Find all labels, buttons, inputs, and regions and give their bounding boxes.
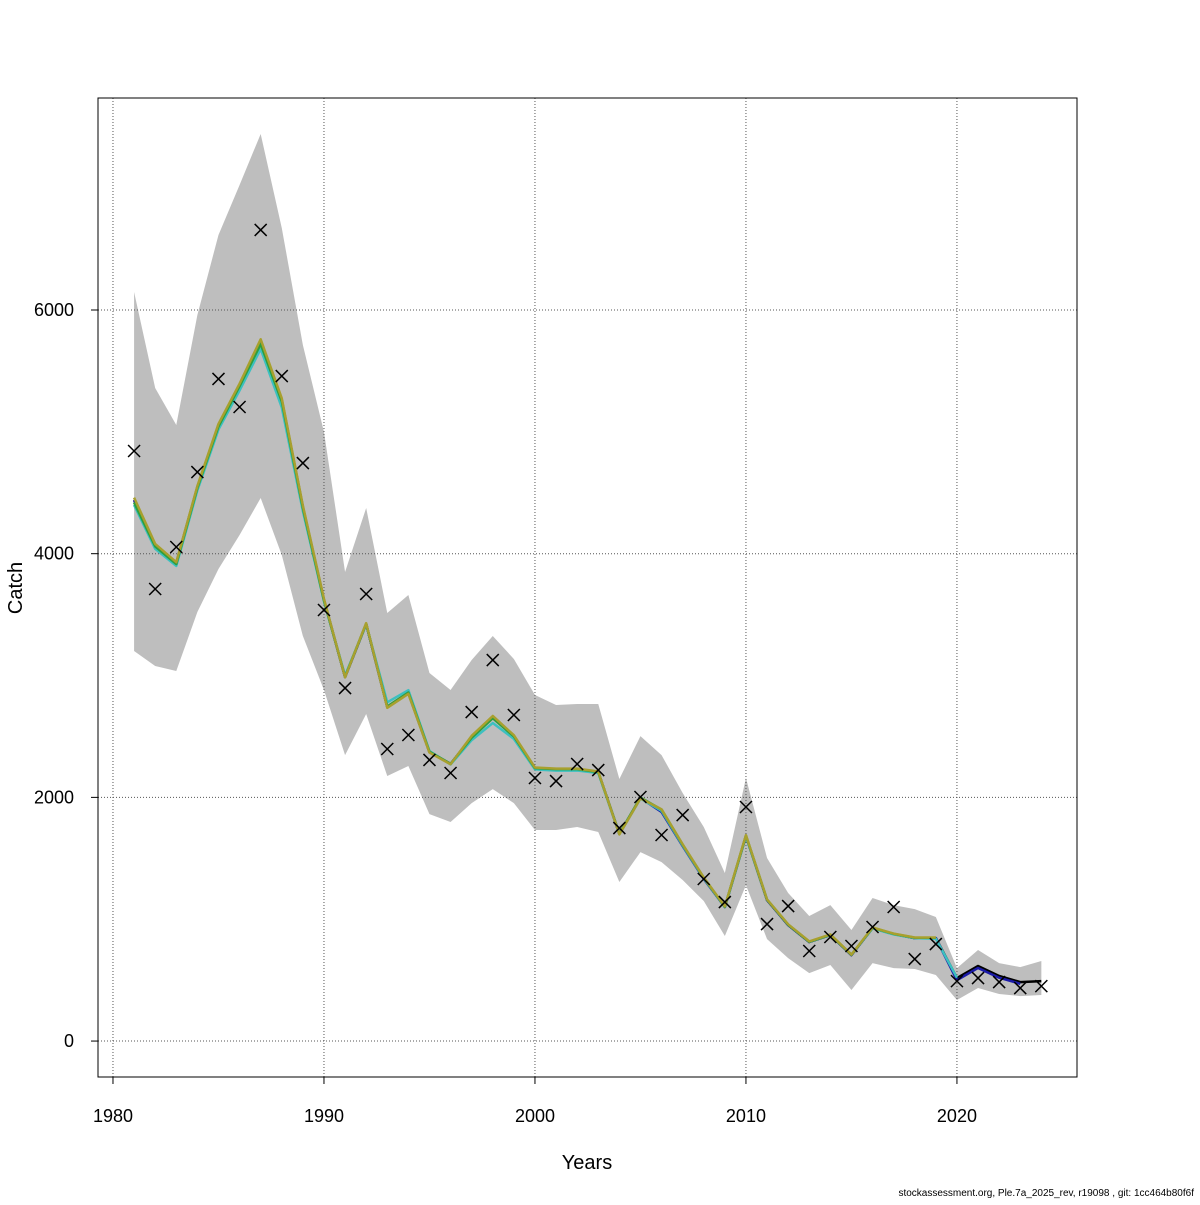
observed-point: [655, 828, 669, 842]
observed-point: [866, 920, 880, 934]
observed-point: [992, 975, 1006, 989]
x-tick-label: 1990: [304, 1106, 344, 1126]
observed-point: [739, 800, 753, 814]
footnote: stockassessment.org, Ple.7a_2025_rev, r1…: [898, 1188, 1194, 1199]
plot-frame: [97, 97, 1078, 1078]
y-tick-label: 6000: [34, 300, 74, 320]
observed-point: [359, 587, 373, 601]
observed-point: [591, 763, 605, 777]
observed-point: [844, 939, 858, 953]
observed-point: [127, 444, 141, 458]
y-tick-label: 0: [64, 1031, 74, 1051]
x-tick-label: 1980: [93, 1106, 133, 1126]
observed-point: [781, 899, 795, 913]
observed-point: [570, 757, 584, 771]
observed-point: [950, 974, 964, 988]
observed-point: [760, 917, 774, 931]
observed-point: [971, 971, 985, 985]
observed-point: [1034, 979, 1048, 993]
x-tick-label: 2010: [726, 1106, 766, 1126]
observed-point: [507, 708, 521, 722]
observed-point: [211, 372, 226, 386]
observed-point: [169, 540, 183, 554]
observed-point: [802, 944, 816, 958]
observed-point: [549, 774, 563, 788]
observed-point: [444, 766, 458, 780]
observed-point: [887, 900, 901, 914]
observed-point: [317, 603, 331, 617]
y-axis-label: Catch: [5, 562, 27, 614]
observed-point: [823, 930, 837, 944]
observed-point: [676, 808, 690, 822]
observed-point: [401, 728, 415, 742]
observed-point: [1013, 981, 1027, 995]
estimate-line: [132, 337, 936, 956]
observed-point: [275, 369, 289, 383]
observed-point: [380, 742, 394, 756]
x-tick-label: 2000: [515, 1106, 555, 1126]
observed-point: [612, 821, 626, 835]
observed-point: [929, 937, 943, 951]
observed-point: [254, 223, 268, 237]
observed-point: [296, 456, 310, 470]
observed-point: [465, 705, 479, 719]
observed-point: [908, 952, 922, 966]
observed-point: [233, 400, 247, 414]
observed-point: [486, 653, 500, 667]
observed-point: [697, 872, 711, 886]
observed-point: [422, 753, 436, 767]
observed-point: [338, 681, 352, 695]
x-tick-label: 2020: [937, 1106, 977, 1126]
observed-point: [190, 465, 204, 479]
x-axis-label: Years: [562, 1152, 612, 1174]
observed-point: [148, 582, 162, 596]
observed-point: [633, 790, 647, 804]
observed-point: [718, 895, 732, 909]
y-tick-label: 2000: [34, 787, 74, 807]
observed-point: [528, 771, 542, 785]
y-tick-label: 4000: [34, 544, 74, 564]
confidence-band: [134, 133, 1042, 1000]
